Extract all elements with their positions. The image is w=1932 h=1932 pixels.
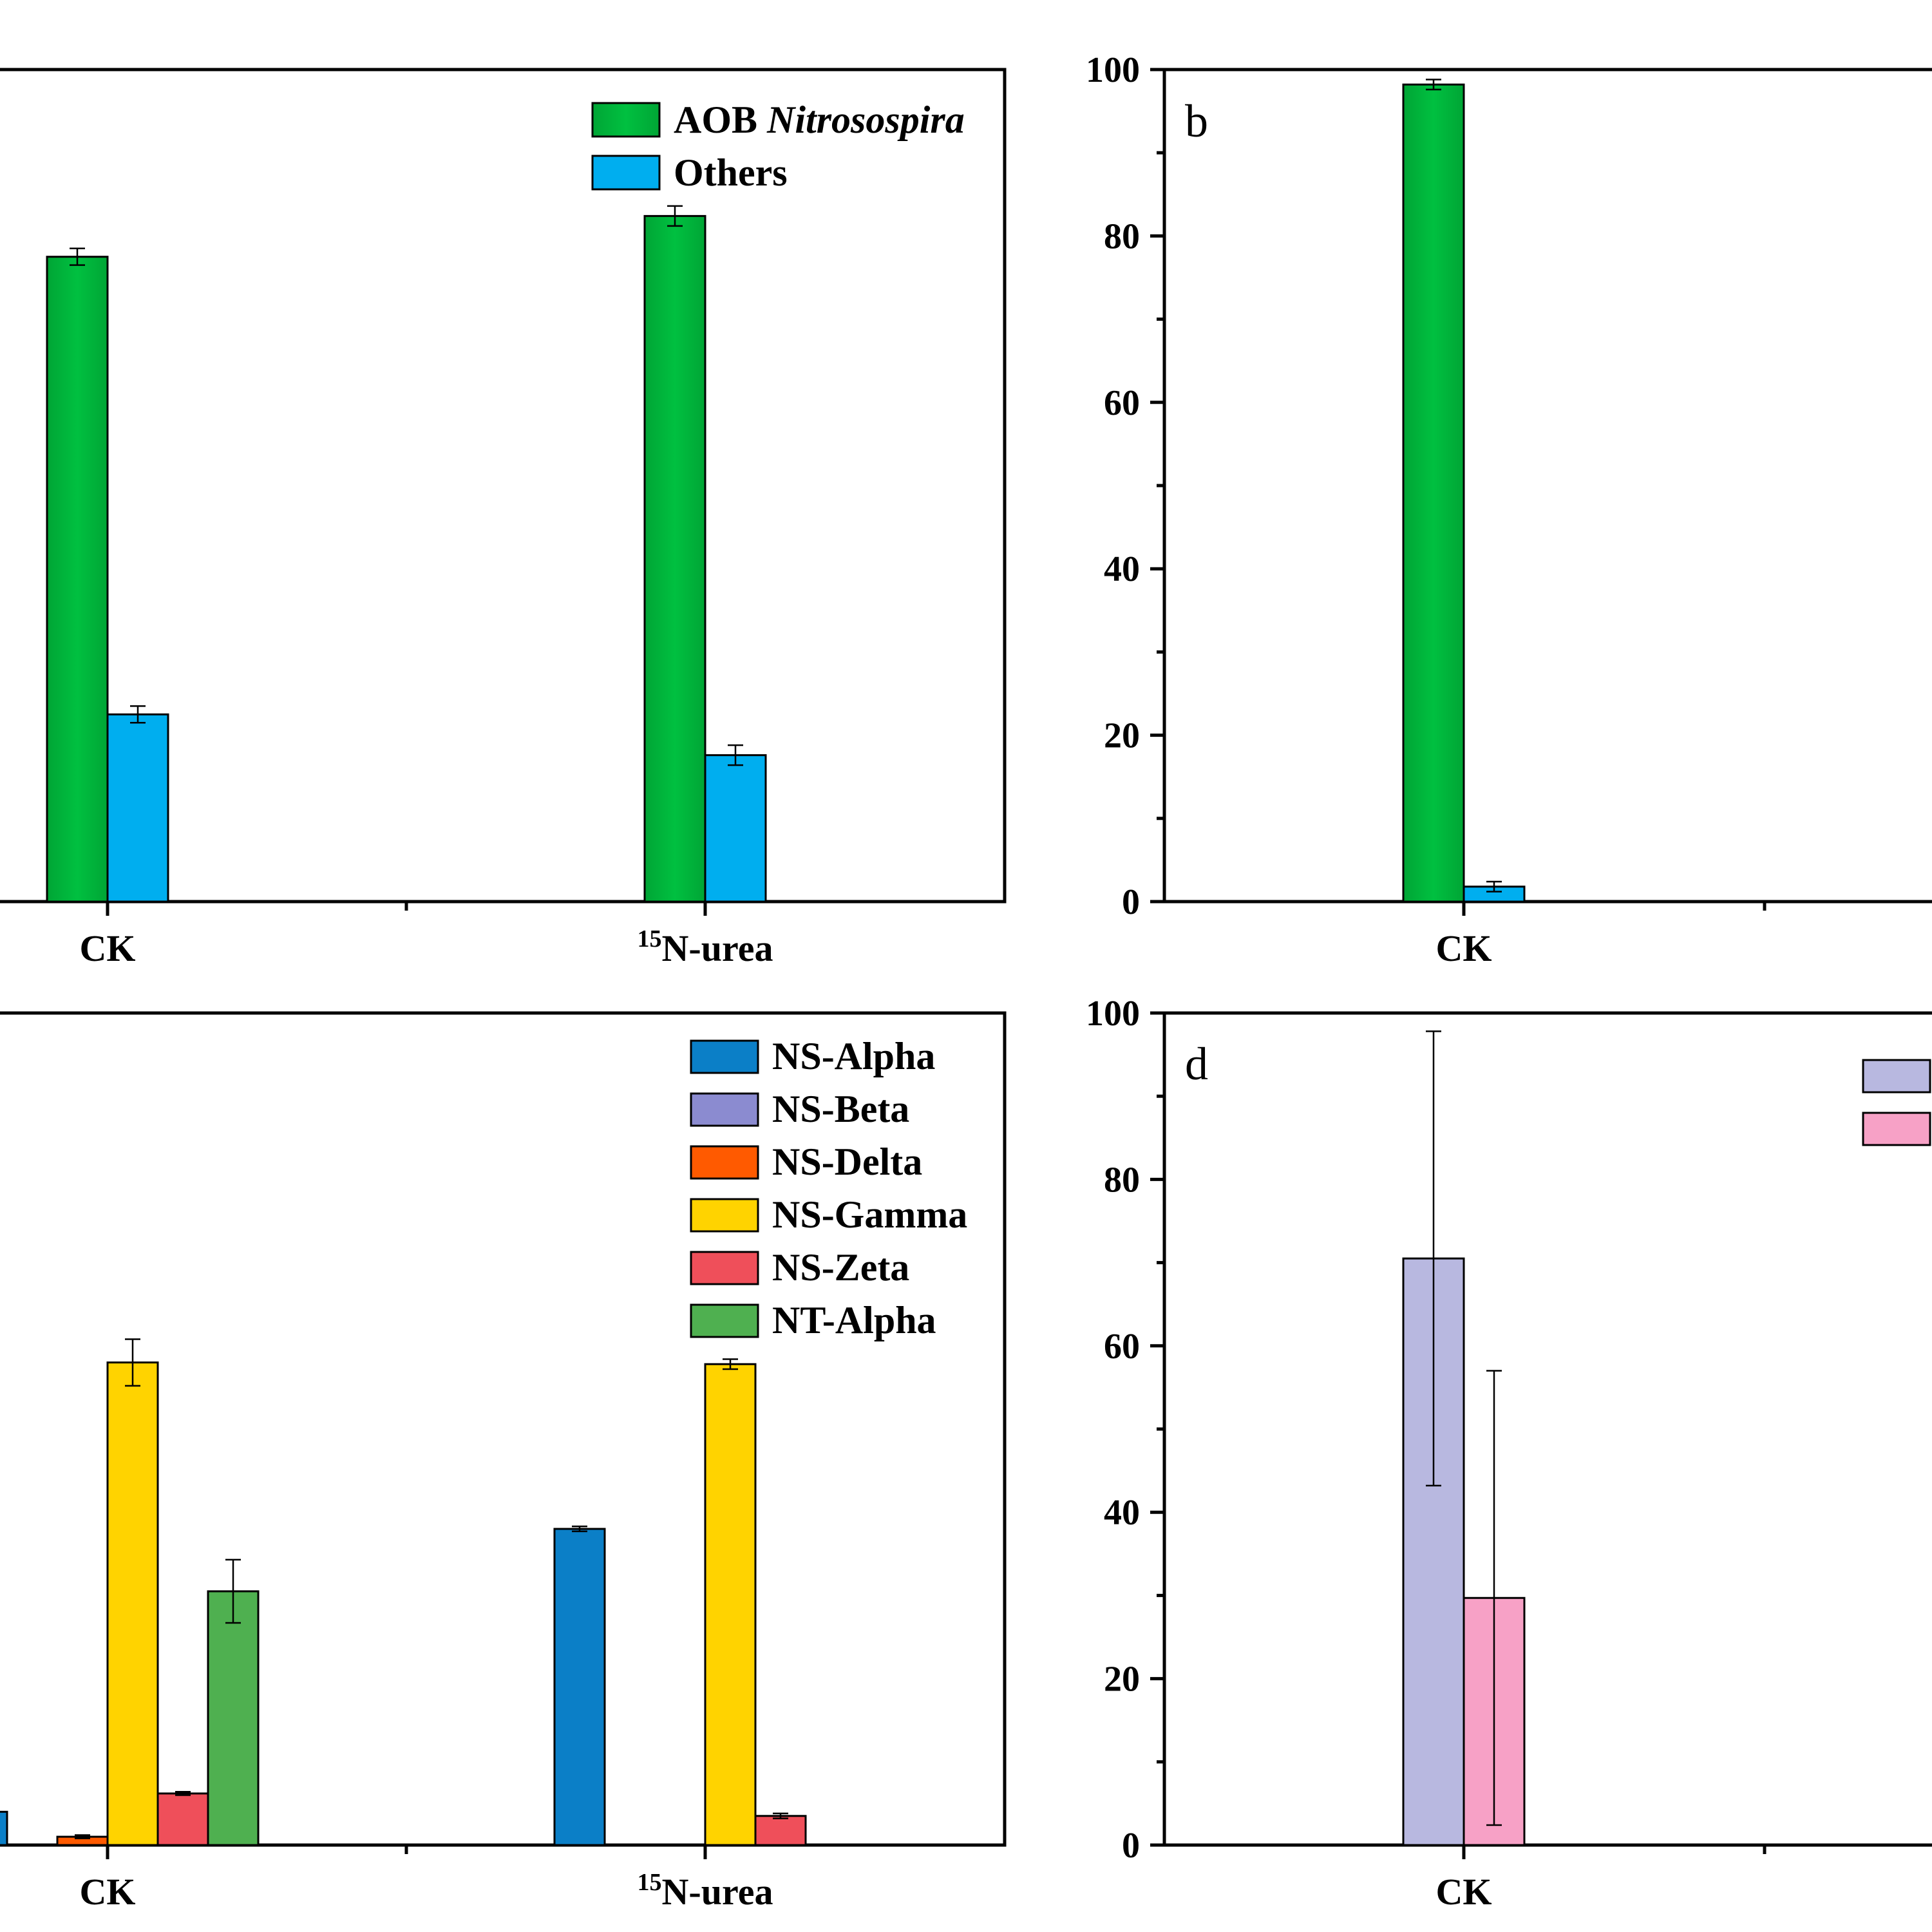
- y-tick-label: 80: [1104, 1160, 1140, 1200]
- legend-swatch: [690, 1198, 759, 1233]
- bar-nt-alpha-0: [207, 1590, 260, 1846]
- error-bar: [1426, 79, 1441, 91]
- x-tick-label: CK: [80, 1871, 136, 1913]
- y-tick-label: 80: [1104, 216, 1140, 256]
- bar-others-1: [704, 754, 767, 903]
- legend-swatch: [591, 102, 661, 138]
- x-tick-label: CK: [80, 927, 136, 969]
- legend-label: NS-Alpha: [772, 1035, 935, 1077]
- legend-label: Others: [674, 151, 788, 194]
- bar-ns-zeta-0: [156, 1792, 209, 1846]
- legend: NS-Alpha NS-Beta NS-Delta NS-Gamma NS-Zeta NT…: [690, 1035, 967, 1341]
- error-bar: [572, 1525, 587, 1533]
- error-bar: [1426, 1030, 1441, 1487]
- bar-ns-gamma-1: [704, 1363, 757, 1846]
- legend-swatch: [690, 1145, 759, 1180]
- plot-frame: [1162, 68, 1932, 904]
- panel-c: CK 15N-urea NS-Alpha NS-Beta NS-Delta NS-Gamm…: [0, 1011, 1007, 1913]
- y-tick-label: 20: [1104, 716, 1140, 756]
- legend-swatch: [591, 155, 661, 191]
- panel-b: 0 20 40 60 80 100 CK b: [1086, 50, 1932, 969]
- plot-frame: [0, 1011, 1007, 1847]
- legend-label: AOB Nitrosospira: [674, 99, 965, 141]
- y-tick-label: 40: [1104, 549, 1140, 589]
- panel-letter: b: [1185, 95, 1208, 147]
- error-bar: [723, 1358, 738, 1370]
- y-tick-label: 100: [1086, 50, 1140, 90]
- y-tick-label: 60: [1104, 1327, 1140, 1367]
- error-bar: [1486, 1370, 1502, 1826]
- legend-label: NS-Beta: [772, 1088, 909, 1130]
- legend-swatch: [690, 1039, 759, 1074]
- legend-swatch: [690, 1092, 759, 1127]
- y-tick-label: 60: [1104, 383, 1140, 423]
- y-tick-label: 40: [1104, 1493, 1140, 1533]
- y-tick-label: 0: [1122, 882, 1140, 922]
- bar-ns-gamma-0: [106, 1361, 159, 1846]
- legend-label: NS-Zeta: [772, 1246, 909, 1289]
- bar-ns-zeta-1: [754, 1815, 807, 1846]
- legend-label: NT-Alpha: [772, 1299, 936, 1341]
- bar-others-0: [106, 713, 169, 903]
- error-bar: [175, 1791, 191, 1796]
- panel-d: 0 20 40 60 80 100 CK d: [1086, 994, 1932, 1913]
- error-bar: [75, 1834, 90, 1839]
- legend-swatch: [690, 1303, 759, 1338]
- error-bar: [667, 205, 683, 227]
- x-tick-label: 15N-urea: [638, 1869, 773, 1913]
- bar-ns-alpha-0: [0, 1810, 8, 1846]
- x-tick-label: CK: [1436, 927, 1492, 969]
- plot-frame: [0, 68, 1007, 904]
- bar-aob-nitrosospira-0: [46, 256, 109, 903]
- error-bar: [225, 1558, 241, 1624]
- error-bar: [773, 1812, 788, 1819]
- y-tick-label: 0: [1122, 1826, 1140, 1866]
- error-bar: [125, 1338, 140, 1387]
- error-bar: [728, 744, 743, 766]
- legend-label: NS-Gamma: [772, 1193, 967, 1236]
- error-bar: [70, 247, 85, 266]
- legend-swatch: [690, 1251, 759, 1285]
- bar-aob-nitrosospira-0: [1402, 83, 1465, 903]
- error-bar: [130, 705, 146, 724]
- legend-swatch: [1862, 1112, 1931, 1146]
- panel-a: CK 15N-urea AOB Nitrosospira Others: [0, 68, 1007, 969]
- legend-swatch: [1862, 1059, 1931, 1094]
- y-tick-label: 20: [1104, 1660, 1140, 1700]
- y-tick-label: 100: [1086, 994, 1140, 1034]
- panel-letter: d: [1185, 1038, 1208, 1090]
- x-tick-label: 15N-urea: [638, 925, 773, 969]
- bar-ns-alpha-1: [553, 1528, 606, 1846]
- x-tick-label: CK: [1436, 1871, 1492, 1913]
- legend-label: NS-Delta: [772, 1141, 922, 1183]
- bar-aob-nitrosospira-1: [643, 214, 706, 903]
- plot-frame: [1162, 1011, 1932, 1847]
- legend: [1862, 1059, 1931, 1146]
- error-bar: [1486, 880, 1502, 893]
- legend: AOB Nitrosospira Others: [591, 99, 965, 194]
